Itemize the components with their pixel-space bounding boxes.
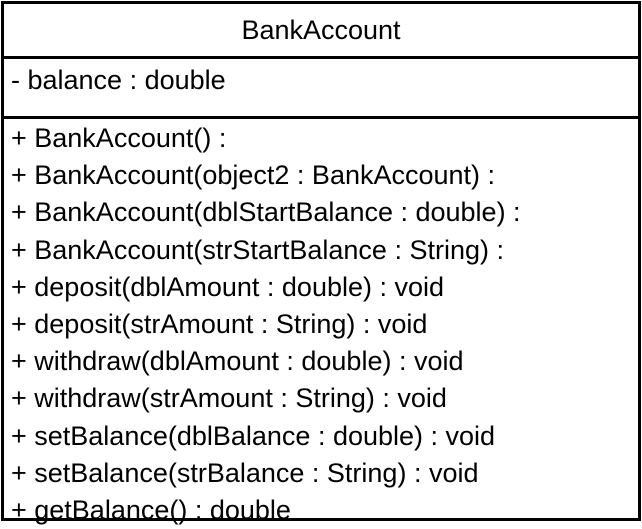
attributes-compartment: - balance : double bbox=[4, 59, 638, 119]
operations-compartment: + BankAccount() : + BankAccount(object2 … bbox=[4, 119, 638, 529]
operation-row: + withdraw(strAmount : String) : void bbox=[11, 383, 447, 414]
class-name: BankAccount bbox=[241, 14, 401, 45]
class-name-compartment: BankAccount bbox=[4, 4, 638, 59]
operation-row: + BankAccount(dblStartBalance : double) … bbox=[11, 197, 521, 228]
operation-row: + deposit(dblAmount : double) : void bbox=[11, 271, 445, 302]
attribute-row: - balance : double bbox=[11, 65, 226, 95]
operation-row: + getBalance() : double bbox=[11, 494, 291, 525]
operation-row: + setBalance(dblBalance : double) : void bbox=[11, 420, 496, 451]
operation-row: + setBalance(strBalance : String) : void bbox=[11, 457, 479, 488]
operation-row: + BankAccount(strStartBalance : String) … bbox=[11, 234, 504, 265]
operation-row: + withdraw(dblAmount : double) : void bbox=[11, 346, 464, 377]
operation-row: + BankAccount() : bbox=[11, 123, 227, 153]
operation-row: + deposit(strAmount : String) : void bbox=[11, 308, 428, 339]
operation-row: + BankAccount(object2 : BankAccount) : bbox=[11, 160, 496, 191]
